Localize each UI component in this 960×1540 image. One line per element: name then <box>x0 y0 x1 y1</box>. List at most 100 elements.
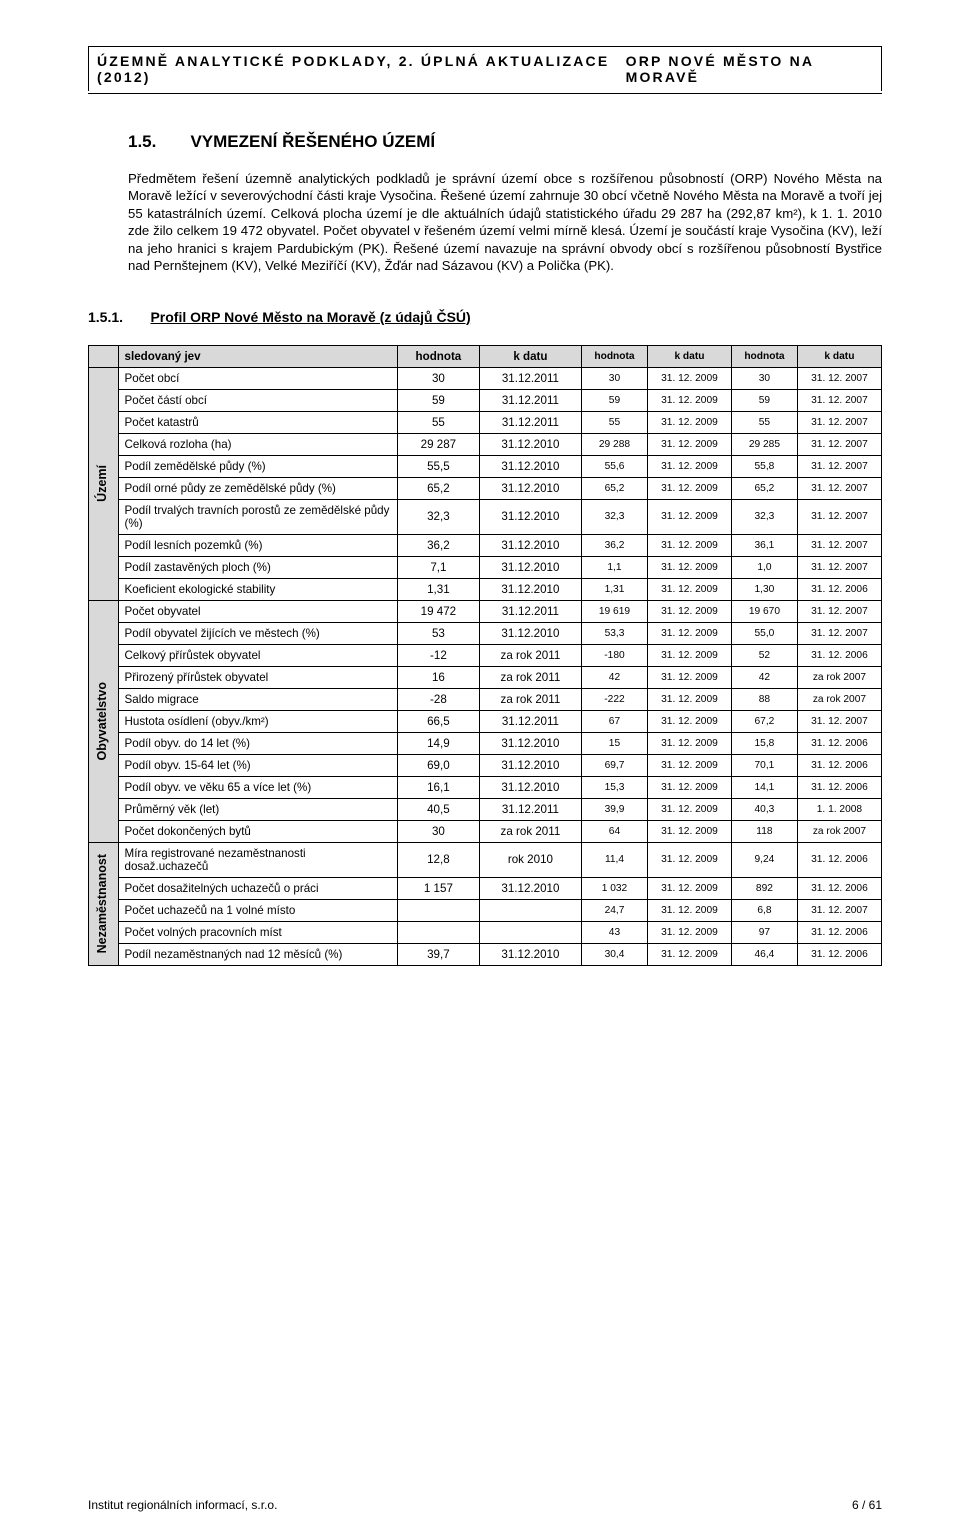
table-cell: 29 287 <box>398 433 480 455</box>
table-row: Podíl zemědělské půdy (%)55,531.12.20105… <box>89 455 882 477</box>
table-row: Počet uchazečů na 1 volné místo24,731. 1… <box>89 899 882 921</box>
subsection-title: Profil ORP Nové Město na Moravě (z údajů… <box>150 309 470 325</box>
table-cell <box>398 921 480 943</box>
table-cell: 65,2 <box>398 477 480 499</box>
table-cell: 12,8 <box>398 842 480 877</box>
table-cell: 31. 12. 2006 <box>797 877 881 899</box>
footer-left: Institut regionálních informací, s.r.o. <box>88 1498 277 1512</box>
table-cell: 31. 12. 2006 <box>797 754 881 776</box>
table-cell: 31. 12. 2009 <box>647 666 731 688</box>
table-cell: 31.12.2010 <box>479 578 581 600</box>
table-row: ÚzemíPočet obcí3031.12.20113031. 12. 200… <box>89 367 882 389</box>
table-cell: 88 <box>731 688 797 710</box>
table-cell: 29 288 <box>582 433 648 455</box>
table-cell: 31. 12. 2009 <box>647 710 731 732</box>
section-heading: 1.5. VYMEZENÍ ŘEŠENÉHO ÚZEMÍ <box>88 132 882 152</box>
table-cell: 31. 12. 2009 <box>647 877 731 899</box>
table-cell: 46,4 <box>731 943 797 965</box>
table-row: Podíl orné půdy ze zemědělské půdy (%)65… <box>89 477 882 499</box>
table-cell: 31. 12. 2009 <box>647 921 731 943</box>
table-cell: 40,3 <box>731 798 797 820</box>
header-rule <box>88 93 882 94</box>
table-cell: 31. 12. 2007 <box>797 477 881 499</box>
table-cell: 31. 12. 2009 <box>647 477 731 499</box>
table-cell: 118 <box>731 820 797 842</box>
table-cell: 30 <box>582 367 648 389</box>
table-cell: Počet dosažitelných uchazečů o práci <box>118 877 397 899</box>
table-cell: 19 619 <box>582 600 648 622</box>
table-row: Koeficient ekologické stability1,3131.12… <box>89 578 882 600</box>
table-cell: 31.12.2011 <box>479 389 581 411</box>
table-cell: 32,3 <box>582 499 648 534</box>
table-cell: 14,1 <box>731 776 797 798</box>
table-header-cell: hodnota <box>582 345 648 367</box>
table-cell: 31. 12. 2007 <box>797 622 881 644</box>
table-header-cell: k datu <box>647 345 731 367</box>
table-cell: 30 <box>398 367 480 389</box>
table-cell: za rok 2011 <box>479 688 581 710</box>
table-cell: 31.12.2010 <box>479 534 581 556</box>
table-cell: 31.12.2010 <box>479 477 581 499</box>
table-cell: 55 <box>582 411 648 433</box>
table-cell: Koeficient ekologické stability <box>118 578 397 600</box>
table-cell: Přirozený přírůstek obyvatel <box>118 666 397 688</box>
table-cell: Podíl zemědělské půdy (%) <box>118 455 397 477</box>
table-cell: 31. 12. 2007 <box>797 534 881 556</box>
table-cell: 97 <box>731 921 797 943</box>
table-cell: 55,5 <box>398 455 480 477</box>
table-cell: Počet volných pracovních míst <box>118 921 397 943</box>
table-cell: 6,8 <box>731 899 797 921</box>
table-cell: 7,1 <box>398 556 480 578</box>
table-cell: 31. 12. 2009 <box>647 389 731 411</box>
table-cell: 31. 12. 2009 <box>647 499 731 534</box>
table-cell: 31. 12. 2009 <box>647 798 731 820</box>
table-cell: -222 <box>582 688 648 710</box>
table-cell: Podíl nezaměstnaných nad 12 měsíců (%) <box>118 943 397 965</box>
footer-right: 6 / 61 <box>852 1498 882 1512</box>
table-row: Počet volných pracovních míst4331. 12. 2… <box>89 921 882 943</box>
table-cell: Podíl obyv. 15-64 let (%) <box>118 754 397 776</box>
table-cell: -12 <box>398 644 480 666</box>
table-cell: 31.12.2011 <box>479 600 581 622</box>
table-cell: 9,24 <box>731 842 797 877</box>
table-cell: 31. 12. 2006 <box>797 644 881 666</box>
table-cell: 31.12.2010 <box>479 622 581 644</box>
table-cell: Saldo migrace <box>118 688 397 710</box>
table-cell: 31. 12. 2009 <box>647 820 731 842</box>
table-cell: 31. 12. 2007 <box>797 389 881 411</box>
table-cell: 31. 12. 2009 <box>647 411 731 433</box>
table-cell: 31.12.2011 <box>479 798 581 820</box>
table-row: Podíl obyv. do 14 let (%)14,931.12.20101… <box>89 732 882 754</box>
table-row: Počet částí obcí5931.12.20115931. 12. 20… <box>89 389 882 411</box>
table-cell: 59 <box>398 389 480 411</box>
table-cell: Počet částí obcí <box>118 389 397 411</box>
table-cell: Celková rozloha (ha) <box>118 433 397 455</box>
table-row: Podíl obyv. 15-64 let (%)69,031.12.20106… <box>89 754 882 776</box>
table-row: Přirozený přírůstek obyvatel16za rok 201… <box>89 666 882 688</box>
table-cell: -28 <box>398 688 480 710</box>
group-label: Nezaměstnanost <box>89 842 119 965</box>
table-row: Počet katastrů5531.12.20115531. 12. 2009… <box>89 411 882 433</box>
table-cell: 31.12.2010 <box>479 943 581 965</box>
table-cell: Počet katastrů <box>118 411 397 433</box>
table-cell: Počet uchazečů na 1 volné místo <box>118 899 397 921</box>
table-cell: 31. 12. 2009 <box>647 899 731 921</box>
table-cell: 55 <box>731 411 797 433</box>
table-cell: 31. 12. 2006 <box>797 943 881 965</box>
table-cell: 1,0 <box>731 556 797 578</box>
section-number: 1.5. <box>128 132 186 152</box>
table-cell: Podíl orné půdy ze zemědělské půdy (%) <box>118 477 397 499</box>
table-cell: Počet obcí <box>118 367 397 389</box>
table-cell: 31. 12. 2009 <box>647 644 731 666</box>
table-cell: 31. 12. 2006 <box>797 732 881 754</box>
table-cell: 31. 12. 2009 <box>647 600 731 622</box>
profile-table: sledovaný jev hodnota k datu hodnota k d… <box>88 345 882 966</box>
table-header-cell: hodnota <box>731 345 797 367</box>
table-cell: 31. 12. 2007 <box>797 499 881 534</box>
table-cell: 31. 12. 2007 <box>797 411 881 433</box>
table-cell: Celkový přírůstek obyvatel <box>118 644 397 666</box>
table-cell: 31.12.2011 <box>479 367 581 389</box>
table-cell: za rok 2007 <box>797 688 881 710</box>
table-cell: 59 <box>731 389 797 411</box>
table-cell: 30 <box>731 367 797 389</box>
